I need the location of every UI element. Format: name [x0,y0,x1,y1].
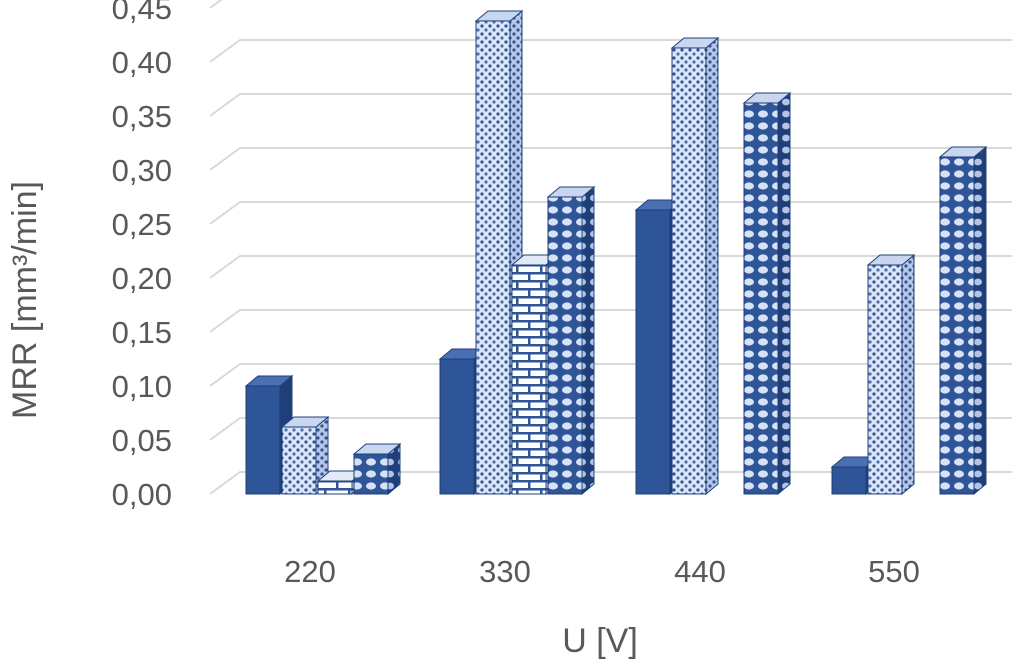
bar-440-series-2 [670,36,720,496]
y-axis-title: MRR [mm³/min] [6,181,44,419]
x-tick-label: 550 [868,554,920,589]
x-tick-label: 330 [479,554,531,589]
gridline [209,0,223,9]
gridline [209,147,1012,171]
bar-550-series-2 [866,253,916,496]
y-tick-label: 0,10 [112,369,172,404]
bar-220-series-4 [352,442,402,496]
y-tick-label: 0,30 [112,153,172,188]
y-tick-label: 0,40 [112,45,172,80]
y-axis-ticks: 0,00 0,05 0,10 0,15 0,20 0,25 0,30 0,35 0,40 0,45 [112,0,172,512]
bar-440-series-4 [742,91,792,496]
y-tick-label: 0,45 [112,0,172,26]
y-tick-label: 0,35 [112,99,172,134]
x-tick-label: 440 [674,554,726,589]
bar-330-series-2 [474,9,524,496]
y-tick-label: 0,25 [112,207,172,242]
gridlines [209,0,1012,495]
bar-330-series-4 [546,185,596,496]
x-axis-ticks: 220 330 440 550 [284,554,920,589]
x-tick-label: 220 [284,554,336,589]
y-tick-label: 0,00 [112,477,172,512]
bars [244,9,988,496]
gridline [209,39,1012,63]
y-tick-label: 0,15 [112,315,172,350]
gridline [209,93,1012,117]
bar-550-series-4 [938,145,988,496]
x-axis-title: U [V] [562,622,638,660]
bar-220-series-2 [280,415,330,496]
gridline [209,201,1012,225]
y-tick-label: 0,20 [112,261,172,296]
y-tick-label: 0,05 [112,423,172,458]
